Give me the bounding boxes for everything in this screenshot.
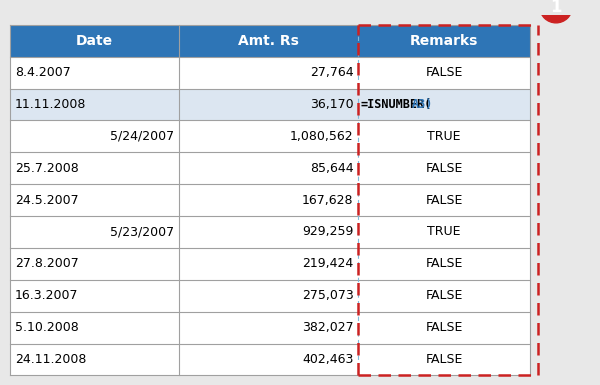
Bar [358,216,530,248]
Text: =ISNUMBER(: =ISNUMBER( [361,98,431,111]
Text: FALSE: FALSE [425,289,463,302]
Text: 1: 1 [550,0,562,17]
Bar [10,311,179,343]
Text: FALSE: FALSE [425,321,463,334]
Text: 85,644: 85,644 [310,162,353,175]
Bar [179,280,358,311]
Text: 275,073: 275,073 [302,289,353,302]
Text: 8.4.2007: 8.4.2007 [15,66,71,79]
Text: TRUE: TRUE [427,226,461,238]
Text: FALSE: FALSE [425,257,463,270]
Text: 24.11.2008: 24.11.2008 [15,353,86,366]
Text: 1,080,562: 1,080,562 [290,130,353,143]
Text: 36,170: 36,170 [310,98,353,111]
Bar [10,216,179,248]
Text: 5/23/2007: 5/23/2007 [110,226,174,238]
Text: 382,027: 382,027 [302,321,353,334]
Bar [358,89,530,121]
Bar [10,343,179,375]
Text: 24.5.2007: 24.5.2007 [15,194,79,207]
Text: FALSE: FALSE [425,162,463,175]
Bar [10,121,179,152]
Circle shape [540,0,572,23]
Bar [10,152,179,184]
Text: 929,259: 929,259 [302,226,353,238]
Text: Remarks: Remarks [410,34,478,48]
Text: Amt. Rs: Amt. Rs [238,34,299,48]
Bar [10,248,179,280]
Bar [179,121,358,152]
Text: FALSE: FALSE [425,194,463,207]
Text: 402,463: 402,463 [302,353,353,366]
Bar [179,343,358,375]
Bar [179,248,358,280]
Bar [10,280,179,311]
Text: FALSE: FALSE [425,66,463,79]
Text: 167,628: 167,628 [302,194,353,207]
Text: 16.3.2007: 16.3.2007 [15,289,79,302]
Text: 219,424: 219,424 [302,257,353,270]
Bar [358,121,530,152]
Bar [10,57,179,89]
Text: 25.7.2008: 25.7.2008 [15,162,79,175]
Bar [358,248,530,280]
Bar [358,343,530,375]
Bar [10,25,179,57]
Text: 11.11.2008: 11.11.2008 [15,98,86,111]
Text: FALSE: FALSE [425,353,463,366]
Text: 5.10.2008: 5.10.2008 [15,321,79,334]
Bar [10,89,179,121]
Bar [179,57,358,89]
Text: A3): A3) [412,98,433,111]
Bar [179,25,358,57]
Bar [179,216,358,248]
Bar [358,57,530,89]
Bar [358,25,530,57]
Bar [179,89,358,121]
Text: 27,764: 27,764 [310,66,353,79]
Text: TRUE: TRUE [427,130,461,143]
Bar [179,152,358,184]
Bar [179,311,358,343]
Text: Date: Date [76,34,113,48]
Text: 5/24/2007: 5/24/2007 [110,130,174,143]
Bar [358,152,530,184]
Bar [358,280,530,311]
Bar [358,311,530,343]
Bar [358,184,530,216]
Text: 27.8.2007: 27.8.2007 [15,257,79,270]
Bar [179,184,358,216]
Bar [10,184,179,216]
